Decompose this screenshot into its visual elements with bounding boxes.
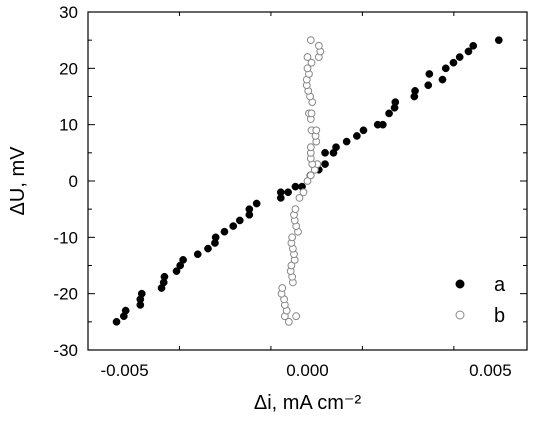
y-tick-label: 20 bbox=[59, 59, 78, 78]
series-a-point bbox=[353, 132, 361, 140]
series-a-point bbox=[235, 216, 244, 225]
series-a-point bbox=[332, 143, 340, 152]
series-a-point bbox=[193, 250, 202, 259]
y-tick-label: -10 bbox=[53, 228, 78, 247]
series-a-point bbox=[137, 289, 146, 298]
tick-labels: -0.005 0.000 0.005 -30 -20 -10 0 10 20 30 bbox=[53, 3, 511, 380]
legend: ab bbox=[455, 274, 506, 327]
series-a-point bbox=[179, 256, 187, 264]
series-b-point bbox=[306, 36, 315, 45]
series-a-point bbox=[112, 317, 121, 326]
x-tick-label: 0.005 bbox=[469, 361, 512, 380]
series-a-point bbox=[342, 137, 351, 146]
series-a-point bbox=[391, 98, 400, 106]
series-a-point bbox=[438, 75, 447, 84]
series-b-point bbox=[306, 143, 315, 152]
y-tick-label: 10 bbox=[59, 116, 78, 135]
series-a-point bbox=[172, 267, 181, 275]
series-a-point bbox=[441, 64, 450, 73]
series-b-point bbox=[287, 261, 296, 270]
y-tick-label: 0 bbox=[69, 172, 78, 191]
series-b-point bbox=[306, 171, 315, 180]
series-b-point bbox=[299, 188, 308, 197]
series-b-point bbox=[303, 53, 312, 61]
series-a-point bbox=[359, 126, 368, 135]
legend-marker-b bbox=[455, 310, 465, 320]
series-a-point bbox=[424, 81, 433, 90]
series-a-point bbox=[494, 36, 503, 45]
series-a-point bbox=[385, 109, 393, 118]
series-a-point bbox=[469, 41, 478, 50]
series-b-point bbox=[284, 317, 293, 326]
series-b-point bbox=[303, 64, 312, 73]
series-a-point bbox=[411, 87, 419, 95]
series-b-point bbox=[278, 284, 287, 292]
legend-label-b: b bbox=[494, 305, 505, 327]
x-axis-label: Δi, mA cm⁻² bbox=[254, 392, 362, 414]
series-a-point bbox=[204, 244, 212, 253]
series-a-point bbox=[379, 120, 387, 129]
legend-label-a: a bbox=[494, 274, 506, 296]
series-a-point bbox=[455, 53, 464, 61]
series-b-point bbox=[314, 41, 323, 50]
series-b-point bbox=[303, 177, 312, 185]
series-a-point bbox=[211, 233, 220, 242]
y-tick-label: 30 bbox=[59, 3, 78, 22]
series-a-point bbox=[276, 188, 285, 197]
x-tick-label: -0.005 bbox=[100, 361, 148, 380]
data-points bbox=[112, 36, 503, 326]
series-a-point bbox=[252, 199, 261, 208]
series-a-point bbox=[160, 272, 169, 281]
series-b-point bbox=[307, 58, 316, 67]
series-a-point bbox=[220, 227, 229, 236]
series-a-point bbox=[229, 222, 238, 230]
series-b-point bbox=[292, 312, 301, 321]
series-a-point bbox=[321, 160, 329, 168]
series-a-point bbox=[449, 58, 458, 67]
series-a-point bbox=[245, 205, 254, 214]
series-a-point bbox=[321, 148, 329, 157]
legend-marker-a bbox=[455, 279, 465, 289]
series-b-point bbox=[291, 205, 300, 214]
series-b-point bbox=[307, 109, 316, 118]
series-a-point bbox=[284, 188, 292, 197]
series-b-point bbox=[288, 233, 297, 242]
axis-ticks bbox=[87, 11, 527, 351]
y-tick-label: -30 bbox=[53, 341, 78, 360]
series-a-point bbox=[464, 47, 473, 56]
x-tick-label: 0.000 bbox=[286, 361, 329, 380]
y-axis-label: ΔU, mV bbox=[7, 146, 29, 216]
series-a-point bbox=[425, 70, 434, 78]
series-b-point bbox=[295, 194, 304, 202]
series-a-point bbox=[291, 182, 300, 191]
series-b-point bbox=[312, 126, 321, 135]
y-tick-label: -20 bbox=[53, 285, 78, 304]
series-a-point bbox=[121, 306, 130, 315]
